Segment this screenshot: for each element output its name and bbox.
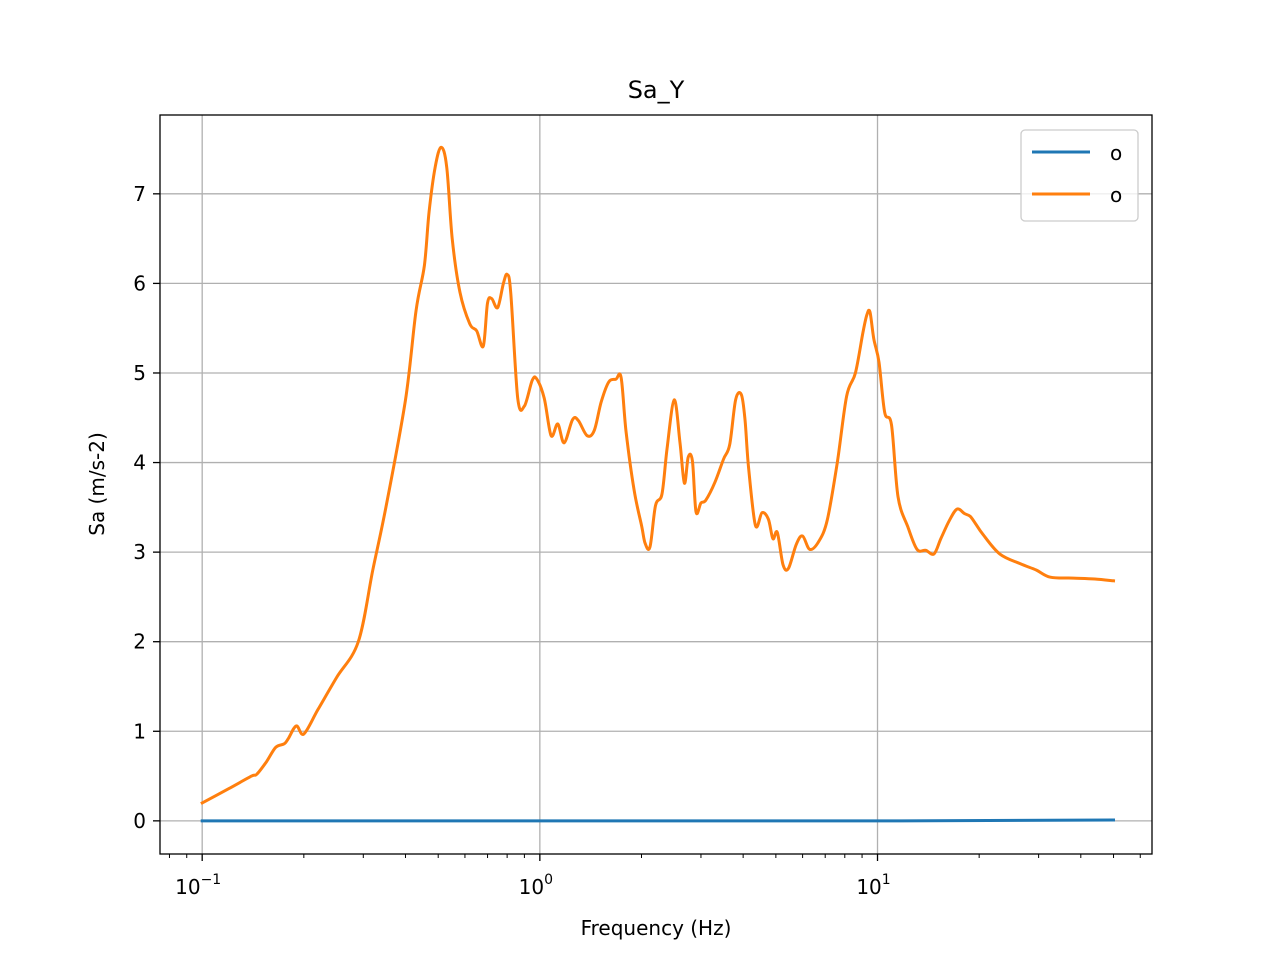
y-axis: 0 1 2 3 4 5 6 7 [133,182,160,833]
y-tick-label: 0 [133,809,146,833]
chart-title: Sa_Y [628,76,685,104]
legend-label-0: o [1110,141,1122,165]
plot-area [160,115,1152,854]
x-axis-label: Frequency (Hz) [581,916,732,940]
y-tick-label: 4 [133,451,146,475]
y-tick-label: 1 [133,719,146,743]
y-tick-label: 3 [133,540,146,564]
y-tick-label: 2 [133,630,146,654]
grid [160,115,1152,854]
series-line-1 [200,145,1116,805]
series-group [200,145,1116,823]
y-tick-label: 6 [133,271,146,295]
series-line-0 [200,818,1116,823]
legend-label-1: o [1110,183,1122,207]
legend: o o [1020,129,1139,222]
y-axis-label: Sa (m/s-2) [85,432,109,536]
y-tick-label: 5 [133,361,146,385]
plot-frame [159,114,1153,855]
y-tick-label: 7 [133,182,146,206]
x-axis: 10−1 100 101 [168,854,1141,899]
